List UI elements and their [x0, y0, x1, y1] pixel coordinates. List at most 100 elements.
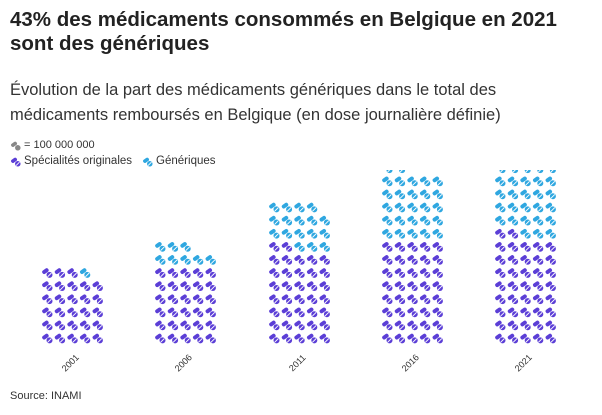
icon-originale — [495, 255, 506, 265]
icon-originale — [432, 242, 443, 252]
icon-originale — [155, 268, 166, 278]
icon-generique — [512, 170, 519, 174]
icon-originale — [319, 294, 330, 305]
icon-originale — [42, 268, 53, 278]
icon-generique — [520, 189, 531, 200]
icon-generique — [294, 215, 305, 226]
legend-item-originales: Spécialités originales — [10, 155, 132, 167]
icon-originale — [495, 242, 506, 252]
icon-generique — [419, 215, 431, 226]
icon-originale — [205, 294, 216, 305]
icon-originale — [92, 320, 103, 331]
icon-originale — [520, 268, 531, 278]
icon-generique — [319, 242, 330, 252]
icon-originale — [520, 320, 531, 331]
icon-originale — [419, 255, 431, 265]
icon-originale — [520, 242, 531, 252]
icon-originale — [507, 294, 519, 305]
icon-generique — [155, 242, 166, 252]
icon-generique — [507, 215, 519, 226]
icon-originale — [432, 307, 443, 318]
icon-originale — [495, 333, 506, 344]
icon-originale — [167, 320, 179, 331]
icon-originale — [269, 333, 280, 344]
icon-originale — [545, 320, 556, 331]
icon-originale — [281, 320, 293, 331]
icon-originale — [269, 268, 280, 278]
icon-originale — [67, 281, 78, 291]
icon-generique — [532, 215, 544, 226]
legend: Spécialités originales Génériques — [10, 155, 216, 167]
icon-originale — [532, 242, 544, 252]
legend-item-generiques: Génériques — [142, 155, 216, 167]
legend-label-generiques: Génériques — [156, 155, 216, 167]
icon-originale — [306, 268, 318, 278]
icon-originale — [192, 320, 204, 331]
icon-originale — [520, 281, 531, 291]
icon-originale — [495, 281, 506, 291]
icon-originale — [532, 255, 544, 265]
icon-originale — [507, 320, 519, 331]
icon-originale — [394, 281, 406, 291]
pills-icon — [11, 141, 21, 151]
icon-originale — [382, 255, 393, 265]
icon-originale — [394, 320, 406, 331]
icon-generique — [319, 215, 330, 226]
icon-originale — [382, 320, 393, 331]
icon-originale — [432, 281, 443, 291]
x-tick-label: 2006 — [173, 352, 194, 373]
icon-originale — [495, 228, 506, 239]
icon-generique — [407, 228, 418, 239]
icon-originale — [319, 320, 330, 331]
icon-originale — [67, 333, 78, 344]
icon-originale — [382, 307, 393, 318]
icon-originale — [407, 307, 418, 318]
icon-originale — [407, 255, 418, 265]
icon-originale — [507, 228, 519, 239]
icon-originale — [382, 294, 393, 305]
icon-generique — [419, 189, 431, 200]
icon-originale — [319, 307, 330, 318]
icon-generique — [549, 170, 556, 174]
icon-originale — [155, 294, 166, 305]
icon-originale — [495, 294, 506, 305]
icon-generique — [545, 189, 556, 200]
icon-originale — [520, 307, 531, 318]
icon-generique — [507, 202, 519, 213]
icon-originale — [432, 255, 443, 265]
icon-originale — [306, 281, 318, 291]
icon-originale — [545, 294, 556, 305]
icon-generique — [394, 176, 406, 187]
icon-generique — [524, 170, 531, 174]
icon-generique — [495, 202, 506, 213]
icon-originale — [545, 307, 556, 318]
icon-originale — [294, 307, 305, 318]
icon-originale — [192, 307, 204, 318]
icon-originale — [319, 333, 330, 344]
icon-generique — [532, 176, 544, 187]
icon-originale — [294, 268, 305, 278]
icon-originale — [432, 268, 443, 278]
icon-originale — [394, 307, 406, 318]
icon-originale — [54, 307, 66, 318]
icon-generique — [269, 228, 280, 239]
icon-generique — [520, 202, 531, 213]
icon-generique — [407, 215, 418, 226]
x-tick-label: 2011 — [287, 352, 308, 373]
icon-originale — [545, 255, 556, 265]
icon-generique — [306, 202, 318, 213]
icon-originale — [269, 242, 280, 252]
icon-originale — [269, 320, 280, 331]
icon-originale — [92, 333, 103, 344]
icon-originale — [155, 281, 166, 291]
icon-generique — [407, 202, 418, 213]
icon-generique — [281, 215, 293, 226]
icon-originale — [180, 307, 191, 318]
pictogram-chart: 2001 2006 2011 2016 2021 — [42, 170, 556, 373]
icon-originale — [42, 333, 53, 344]
icon-originale — [545, 333, 556, 344]
icon-generique — [192, 255, 204, 265]
icon-generique — [294, 242, 305, 252]
icon-originale — [432, 333, 443, 344]
icon-generique — [294, 202, 305, 213]
